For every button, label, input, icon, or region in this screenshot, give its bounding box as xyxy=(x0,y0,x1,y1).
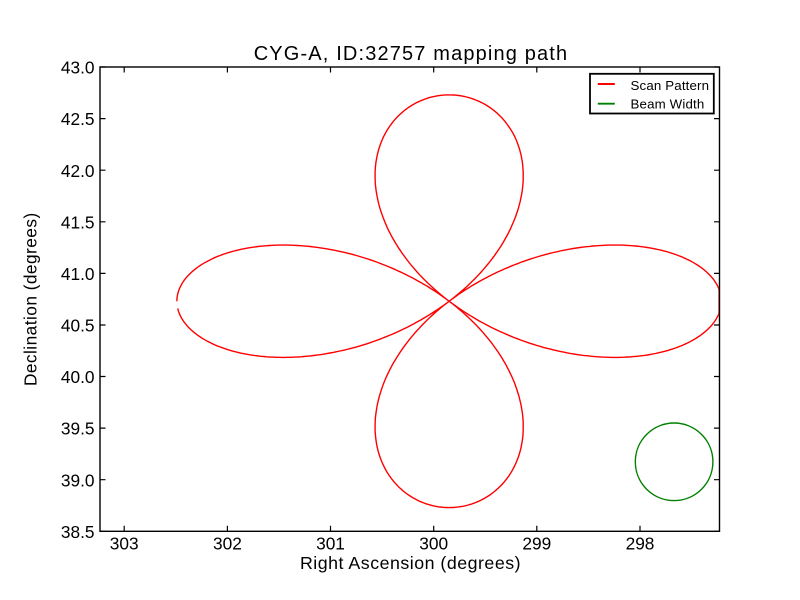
svg-text:38.5: 38.5 xyxy=(61,522,95,542)
svg-text:41.0: 41.0 xyxy=(61,264,95,284)
svg-text:40.5: 40.5 xyxy=(61,316,95,336)
svg-text:41.5: 41.5 xyxy=(61,212,95,232)
svg-text:40.0: 40.0 xyxy=(61,367,95,387)
svg-text:CYG-A, ID:32757 mapping path: CYG-A, ID:32757 mapping path xyxy=(254,43,569,65)
svg-text:Scan Pattern: Scan Pattern xyxy=(631,78,710,93)
svg-text:Beam Width: Beam Width xyxy=(631,97,705,112)
svg-text:39.5: 39.5 xyxy=(61,419,95,439)
svg-text:42.5: 42.5 xyxy=(61,109,95,129)
svg-text:39.0: 39.0 xyxy=(61,470,95,490)
svg-text:Declination (degrees): Declination (degrees) xyxy=(21,212,41,386)
svg-text:300: 300 xyxy=(419,533,448,553)
svg-text:298: 298 xyxy=(626,533,655,553)
svg-text:Right Ascension (degrees): Right Ascension (degrees) xyxy=(300,553,521,573)
svg-text:42.0: 42.0 xyxy=(61,161,95,181)
svg-text:303: 303 xyxy=(110,533,139,553)
svg-text:299: 299 xyxy=(522,533,551,553)
svg-text:302: 302 xyxy=(213,533,242,553)
svg-text:301: 301 xyxy=(316,533,345,553)
svg-text:43.0: 43.0 xyxy=(61,58,95,78)
